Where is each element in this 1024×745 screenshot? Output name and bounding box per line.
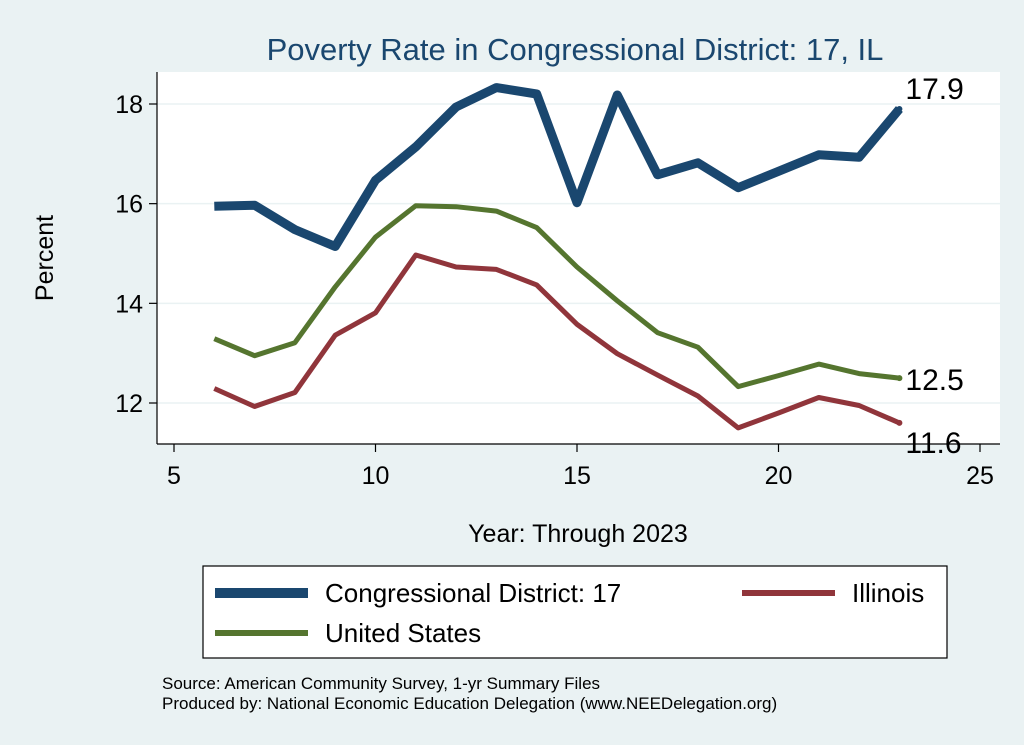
x-tick-label: 25 (966, 462, 994, 490)
end-marker-2 (896, 375, 903, 382)
x-tick-label: 10 (362, 462, 390, 490)
y-axis-ticks: 12 14 16 18 (115, 91, 157, 418)
end-labels: 17.9 12.5 11.6 (896, 73, 964, 460)
source-notes: Source: American Community Survey, 1-yr … (162, 674, 777, 713)
series-lines (213, 83, 903, 431)
x-tick-label: 20 (765, 462, 793, 490)
source-note-2: Produced by: National Economic Education… (162, 694, 777, 713)
legend-label-2: United States (325, 618, 481, 648)
y-tick-label: 12 (115, 390, 143, 418)
plot-area (157, 72, 1000, 444)
y-tick-label: 18 (115, 91, 143, 119)
chart-title: Poverty Rate in Congressional District: … (267, 32, 884, 67)
legend-label-1: Congressional District: 17 (325, 578, 621, 608)
y-axis-title: Percent (31, 215, 59, 301)
end-label-1: 17.9 (905, 73, 963, 106)
legend: Congressional District: 17 United States I… (202, 565, 948, 659)
end-marker-1 (896, 105, 903, 112)
x-axis-title: Year: Through 2023 (468, 520, 688, 548)
legend-box (202, 565, 948, 659)
x-tick-label: 15 (563, 462, 591, 490)
y-tick-label: 14 (115, 290, 143, 318)
legend-label-3: Illinois (852, 578, 924, 608)
x-tick-label: 5 (167, 462, 181, 490)
series-line-2 (213, 203, 900, 390)
series-line-1 (214, 83, 903, 251)
source-note-1: Source: American Community Survey, 1-yr … (162, 674, 600, 693)
series-line-3 (213, 252, 901, 431)
y-tick-label: 16 (115, 191, 143, 219)
end-label-3: 11.6 (905, 427, 961, 460)
end-label-2: 12.5 (905, 364, 963, 397)
end-marker-3 (896, 419, 903, 426)
x-axis-ticks: 5 10 15 20 25 (167, 444, 994, 490)
